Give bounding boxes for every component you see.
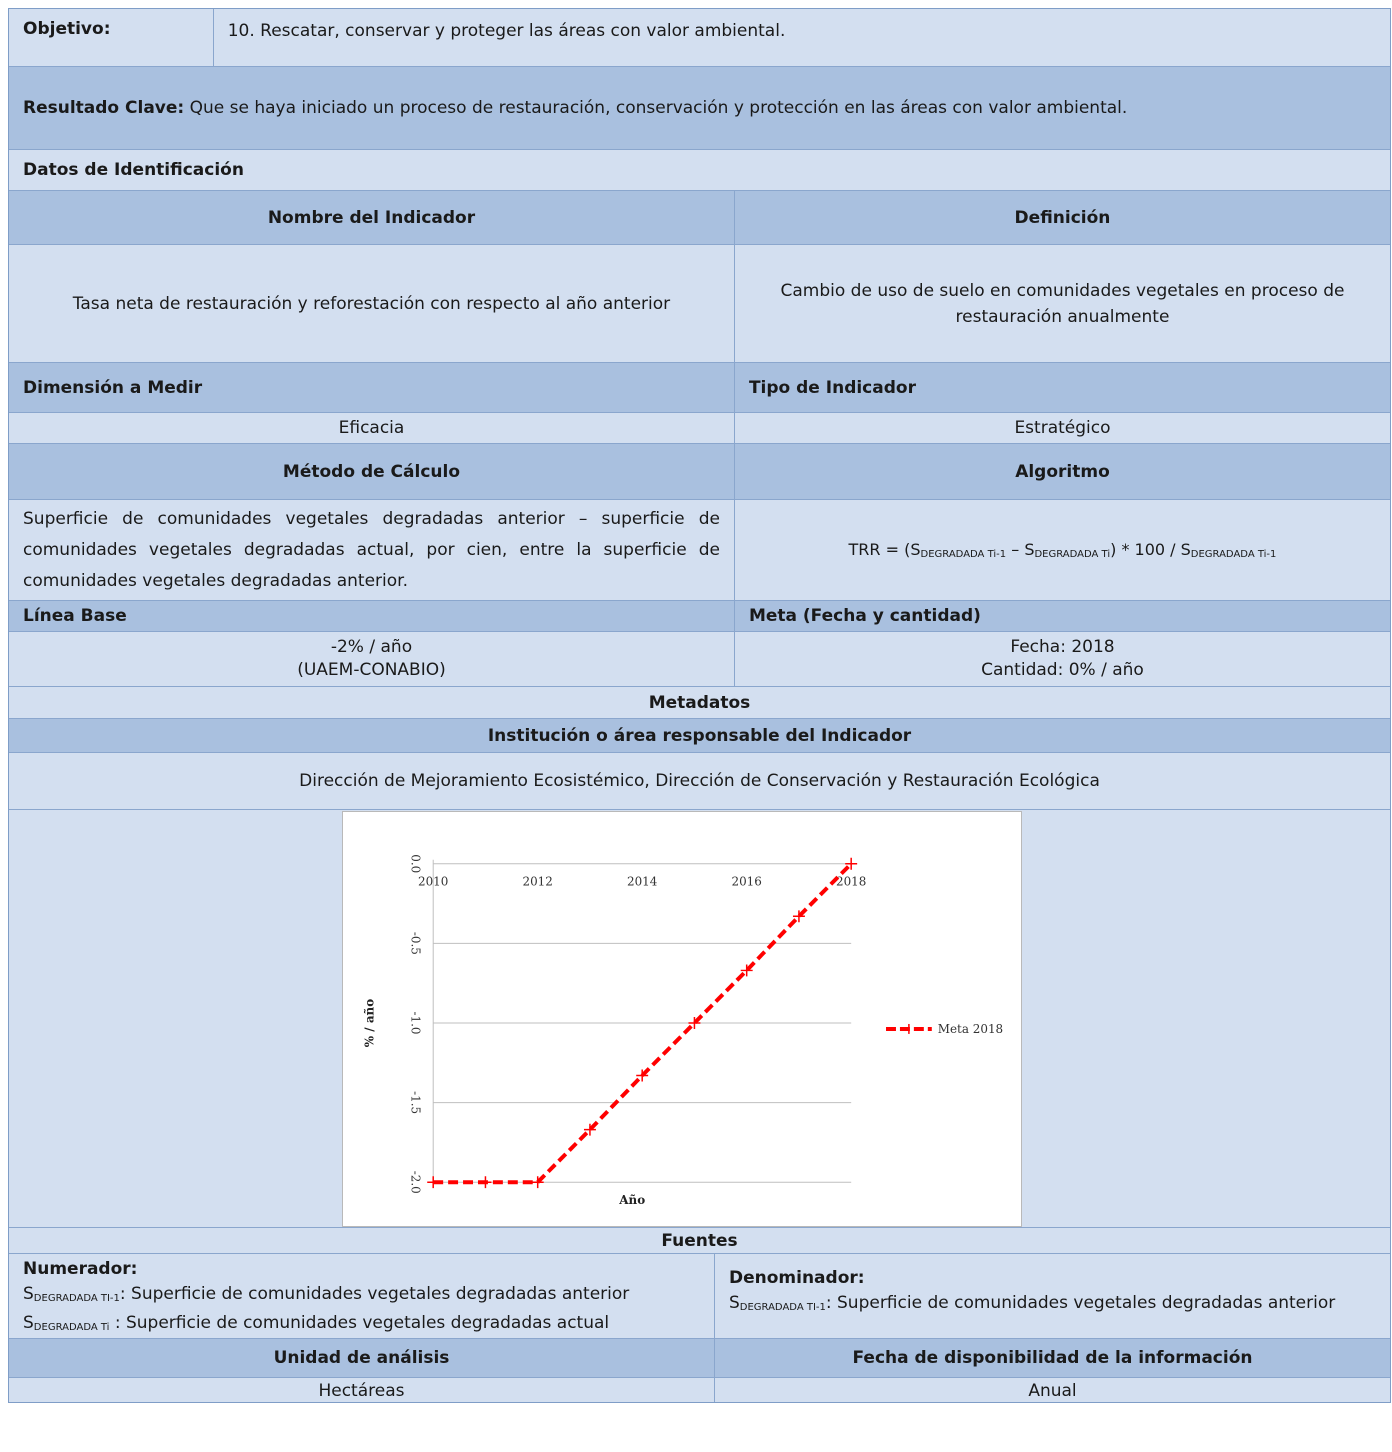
numerator-cell: Numerador: SDEGRADADA TI-1: Superficie d…	[9, 1254, 715, 1338]
baseline-header: Línea Base	[9, 601, 735, 631]
indicator-sheet: Objetivo: 10. Rescatar, conservar y prot…	[8, 8, 1391, 1403]
y-tick-label: -2.0	[408, 1170, 422, 1193]
data-point-marker	[792, 909, 805, 922]
institution-value-row: Dirección de Mejoramiento Ecosistémico, …	[9, 753, 1390, 810]
unit-value-row: Hectáreas Anual	[9, 1378, 1390, 1402]
analysis-unit-value: Hectáreas	[9, 1378, 715, 1402]
data-point-marker	[583, 1123, 596, 1136]
indicator-value-row: Tasa neta de restauración y reforestació…	[9, 245, 1390, 363]
method-value: Superficie de comunidades vegetales degr…	[9, 500, 735, 600]
legend-label: Meta 2018	[937, 1021, 1002, 1035]
baseline-line1: -2% / año	[330, 637, 413, 657]
x-tick-label: 2016	[731, 874, 761, 888]
indicator-definition: Cambio de uso de suelo en comunidades ve…	[734, 245, 1390, 362]
data-point-marker	[426, 1175, 439, 1188]
data-point-marker	[687, 1016, 700, 1029]
unit-header-row: Unidad de análisis Fecha de disponibilid…	[9, 1339, 1390, 1378]
availability-value: Anual	[714, 1378, 1390, 1402]
key-result-value: Que se haya iniciado un proceso de resta…	[189, 98, 1128, 118]
objective-label: Objetivo:	[9, 9, 214, 66]
dimension-header-row: Dimensión a Medir Tipo de Indicador	[9, 363, 1390, 413]
key-result-label: Resultado Clave:	[23, 98, 185, 118]
sources-title: Fuentes	[9, 1228, 1390, 1253]
dimension-value: Eficacia	[9, 413, 735, 443]
institution-header: Institución o área responsable del Indic…	[9, 719, 1390, 752]
x-tick-label: 2010	[418, 874, 448, 888]
numerator-label: Numerador:	[23, 1259, 138, 1279]
indicator-name-header: Nombre del Indicador	[9, 191, 735, 244]
chart-row: 2010 2012 2014 2016 2018 0.0 -0.5 -1.0 -1.5 -2.0 A…	[9, 810, 1390, 1228]
goal-line2: Cantidad: 0% / año	[981, 660, 1144, 680]
sources-detail-row: Numerador: SDEGRADADA TI-1: Superficie d…	[9, 1254, 1390, 1339]
y-axis-title: % / año	[362, 998, 376, 1046]
baseline-header-row: Línea Base Meta (Fecha y cantidad)	[9, 601, 1390, 632]
numerator-line-2: SDEGRADADA Ti : Superficie de comunidade…	[23, 1313, 610, 1333]
institution-header-row: Institución o área responsable del Indic…	[9, 719, 1390, 753]
metadata-row: Metadatos	[9, 687, 1390, 719]
definition-header: Definición	[734, 191, 1390, 244]
type-value: Estratégico	[734, 413, 1390, 443]
method-header-row: Método de Cálculo Algoritmo	[9, 444, 1390, 500]
objective-value: 10. Rescatar, conservar y proteger las á…	[213, 9, 1390, 66]
x-tick-label: 2014	[626, 874, 656, 888]
line-chart: 2010 2012 2014 2016 2018 0.0 -0.5 -1.0 -1.5 -2.0 A…	[341, 810, 1022, 1227]
algorithm-header: Algoritmo	[734, 444, 1390, 499]
identification-title: Datos de Identificación	[9, 150, 1390, 190]
method-value-row: Superficie de comunidades vegetales degr…	[9, 500, 1390, 601]
denominator-cell: Denominador: SDEGRADADA TI-1: Superficie…	[714, 1254, 1390, 1338]
algorithm-formula: TRR = (SDEGRADADA Ti-1 – SDEGRADADA Ti) …	[734, 500, 1390, 600]
data-point-marker	[844, 857, 857, 870]
metadata-title: Metadatos	[9, 687, 1390, 718]
x-tick-label: 2018	[835, 874, 865, 888]
identification-row: Datos de Identificación	[9, 150, 1390, 191]
method-header: Método de Cálculo	[9, 444, 735, 499]
y-tick-label: -1.5	[408, 1091, 422, 1114]
goal-line1: Fecha: 2018	[1010, 637, 1115, 657]
data-point-marker	[740, 963, 753, 976]
baseline-value: -2% / año (UAEM-CONABIO)	[9, 632, 735, 686]
analysis-unit-header: Unidad de análisis	[9, 1339, 715, 1377]
x-axis-title: Año	[618, 1193, 645, 1207]
x-tick-label: 2012	[522, 874, 552, 888]
data-point-marker	[478, 1175, 491, 1188]
key-result-row: Resultado Clave: Que se haya iniciado un…	[9, 67, 1390, 150]
goal-header: Meta (Fecha y cantidad)	[734, 601, 1390, 631]
denominator-line-1: SDEGRADADA TI-1: Superficie de comunidad…	[728, 1293, 1336, 1313]
data-point-marker	[531, 1175, 544, 1188]
chart-cell: 2010 2012 2014 2016 2018 0.0 -0.5 -1.0 -1.5 -2.0 A…	[9, 810, 1390, 1227]
y-tick-label: -1.0	[408, 1011, 422, 1034]
data-point-marker	[635, 1069, 648, 1081]
key-result: Resultado Clave: Que se haya iniciado un…	[9, 67, 1390, 149]
baseline-value-row: -2% / año (UAEM-CONABIO) Fecha: 2018 Can…	[9, 632, 1390, 687]
dimension-value-row: Eficacia Estratégico	[9, 413, 1390, 444]
goal-value: Fecha: 2018 Cantidad: 0% / año	[734, 632, 1390, 686]
availability-header: Fecha de disponibilidad de la informació…	[714, 1339, 1390, 1377]
denominator-label: Denominador:	[728, 1268, 865, 1288]
indicator-header-row: Nombre del Indicador Definición	[9, 191, 1390, 245]
y-tick-label: -0.5	[408, 931, 422, 954]
y-tick-label: 0.0	[408, 854, 422, 873]
numerator-line-1: SDEGRADADA TI-1: Superficie de comunidad…	[23, 1284, 630, 1304]
sources-row: Fuentes	[9, 1228, 1390, 1254]
dimension-header: Dimensión a Medir	[9, 363, 735, 412]
type-header: Tipo de Indicador	[734, 363, 1390, 412]
institution-value: Dirección de Mejoramiento Ecosistémico, …	[9, 753, 1390, 809]
objective-row: Objetivo: 10. Rescatar, conservar y prot…	[9, 9, 1390, 67]
baseline-line2: (UAEM-CONABIO)	[297, 660, 446, 680]
indicator-name: Tasa neta de restauración y reforestació…	[9, 245, 735, 362]
